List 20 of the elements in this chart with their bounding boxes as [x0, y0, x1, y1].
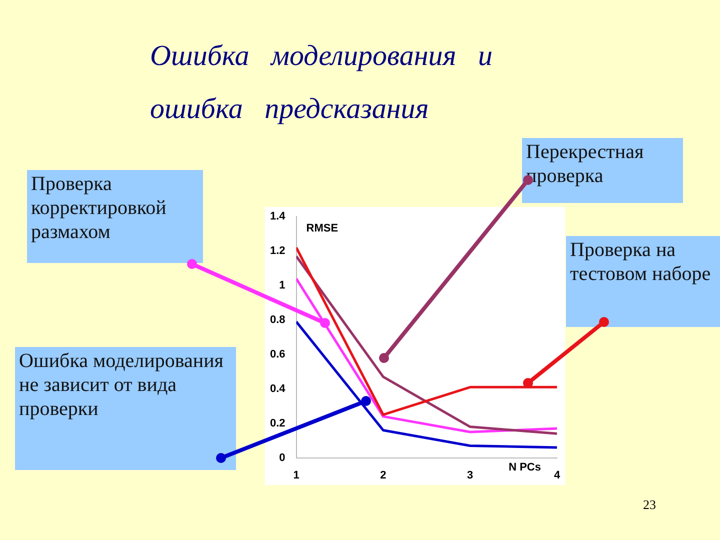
x-tick-label: 3	[467, 469, 474, 482]
x-tick-label: 2	[380, 469, 386, 482]
x-axis-title: N PCs	[508, 461, 541, 474]
text: Ошибка моделирования не зависит от вида проверки	[15, 347, 236, 470]
text: Перекрестная проверка	[522, 138, 683, 203]
y-tick-label: 0	[279, 452, 286, 464]
y-tick-label: 1.4	[270, 210, 286, 223]
y-tick-label: 0.2	[270, 417, 286, 430]
y-axis-title: RMSE	[306, 222, 338, 235]
x-tick-label: 1	[293, 469, 300, 482]
y-tick-label: 1.2	[270, 245, 286, 258]
text: 23	[643, 497, 656, 513]
chart-title: Ошибка моделирования и ошибка предсказания	[150, 39, 494, 127]
text: Проверка корректировкой размахом	[27, 170, 203, 263]
y-tick-label: 0.6	[270, 348, 286, 360]
y-tick-label: 1	[279, 280, 286, 292]
text: Проверка на тестовом наборе	[566, 236, 720, 327]
y-tick-label: 0.4	[270, 382, 286, 395]
x-tick-label: 4	[554, 469, 561, 482]
y-tick-label: 0.8	[270, 314, 286, 326]
